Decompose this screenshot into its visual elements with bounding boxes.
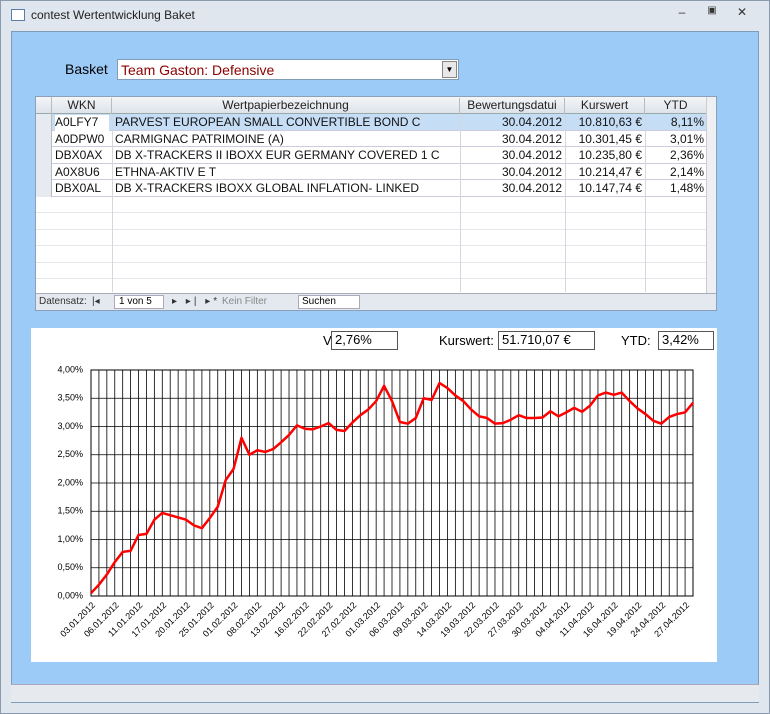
cell: CARMIGNAC PATRIMOINE (A) — [115, 131, 284, 146]
nav-first[interactable]: |◂ — [92, 296, 100, 307]
y-tick-label: 0,00% — [57, 590, 83, 600]
cell: 8,11% — [670, 115, 704, 129]
empty-row — [36, 246, 706, 263]
y-tick-label: 3,00% — [57, 421, 83, 431]
cell: A0DPW0 — [55, 131, 105, 146]
column-header[interactable]: Kurswert — [565, 98, 645, 115]
stat-label: Kurswert: — [439, 333, 494, 348]
datasheet: WKN Wertpapierbezeichnung Bewertungsdatui K… — [35, 96, 717, 311]
row-selector — [36, 114, 52, 131]
column-divider — [112, 114, 113, 292]
scrollbar — [706, 97, 716, 293]
stat-label: YTD: — [621, 333, 651, 348]
row-selector — [36, 180, 52, 197]
restore-button[interactable]: ▣ — [707, 5, 717, 16]
window-title: contest Wertentwicklung Baket — [31, 8, 195, 22]
y-tick-label: 3,50% — [57, 393, 83, 403]
cell: 30.04.2012 — [501, 148, 562, 162]
cell: 30.04.2012 — [501, 131, 562, 146]
cell: ETHNA-AKTIV E T — [115, 164, 217, 179]
cell: 30.04.2012 — [501, 164, 562, 179]
cell: DB X-TRACKERS II IBOXX EUR GERMANY COVER… — [115, 148, 440, 162]
cell: DB X-TRACKERS IBOXX GLOBAL INFLATION- LI… — [115, 181, 420, 195]
y-tick-label: 4,00% — [57, 364, 83, 374]
y-tick-label: 1,50% — [57, 506, 83, 516]
navigation-bar: Datensatz: |◂ 1 von 5 ▸ ▸| ▸* Kein Filter Suc… — [36, 293, 716, 310]
stat-value: 51.710,07 € — [498, 331, 595, 350]
column-divider — [645, 114, 646, 292]
cell: A0X8U6 — [55, 164, 100, 179]
combo-arrow[interactable]: ▼ — [442, 61, 457, 78]
nav-filter[interactable]: Kein Filter — [222, 296, 268, 307]
cell: 2,14% — [669, 164, 704, 179]
basket-combo[interactable]: Team Gaston: Defensive ▼ — [117, 59, 459, 80]
row[interactable] — [36, 147, 706, 164]
nav-position[interactable]: 1 von 5 — [114, 295, 164, 309]
cell: DBX0AX — [55, 148, 103, 162]
empty-row — [36, 230, 706, 246]
plot-frame — [90, 369, 694, 597]
cell: 2,36% — [669, 148, 704, 162]
row-selector — [36, 163, 52, 180]
basket-value: Team Gaston: Defensive — [121, 62, 275, 78]
status-bar — [11, 684, 759, 702]
stat-value: 2,76% — [331, 331, 398, 350]
y-tick-label: 0,50% — [57, 562, 83, 572]
chart-panel — [31, 328, 717, 662]
y-tick-label: 2,00% — [57, 477, 83, 487]
stat-value: 3,42% — [658, 331, 714, 350]
cell: 10.810,63 € — [578, 115, 642, 129]
column-divider — [460, 114, 461, 292]
line-series — [90, 381, 694, 595]
y-tick-label: 1,00% — [57, 534, 83, 544]
column-divider — [565, 114, 566, 292]
row-selector — [36, 147, 52, 164]
cell: A0LFY7 — [55, 115, 109, 132]
nav-next[interactable]: ▸ ▸| ▸* — [172, 296, 221, 307]
basket-label: Basket — [65, 61, 108, 77]
cell: 10.147,74 € — [578, 181, 642, 195]
app-icon — [11, 9, 25, 21]
column-header[interactable]: Wertpapierbezeichnung — [112, 98, 460, 115]
y-tick-label: 2,50% — [57, 449, 83, 459]
column-header[interactable]: Bewertungsdatui — [460, 98, 565, 115]
empty-row — [36, 197, 706, 213]
cell: DBX0AL — [55, 181, 102, 195]
row[interactable] — [36, 131, 706, 147]
header-row — [36, 97, 716, 114]
cell: 10.214,47 € — [578, 164, 642, 179]
nav-label: Datensatz: — [39, 296, 87, 307]
cell: 1,48% — [669, 181, 704, 195]
select-all — [36, 97, 52, 114]
row[interactable] — [36, 114, 706, 131]
cell: 30.04.2012 — [501, 115, 562, 129]
row[interactable] — [36, 164, 706, 180]
column-header[interactable]: WKN — [52, 98, 112, 115]
nav-search[interactable]: Suchen — [298, 295, 360, 309]
close-button[interactable]: ✕ — [736, 5, 748, 19]
minimize-button[interactable]: – — [678, 5, 686, 19]
row-selector — [36, 130, 52, 147]
empty-row — [36, 263, 706, 279]
cell: PARVEST EUROPEAN SMALL CONVERTIBLE BOND … — [115, 115, 421, 129]
cell: 10.301,45 € — [578, 131, 642, 146]
cell: 10.235,80 € — [578, 148, 642, 162]
cell: 3,01% — [669, 131, 704, 146]
cell: 30.04.2012 — [501, 181, 562, 195]
row[interactable] — [36, 180, 706, 197]
empty-row — [36, 213, 706, 230]
